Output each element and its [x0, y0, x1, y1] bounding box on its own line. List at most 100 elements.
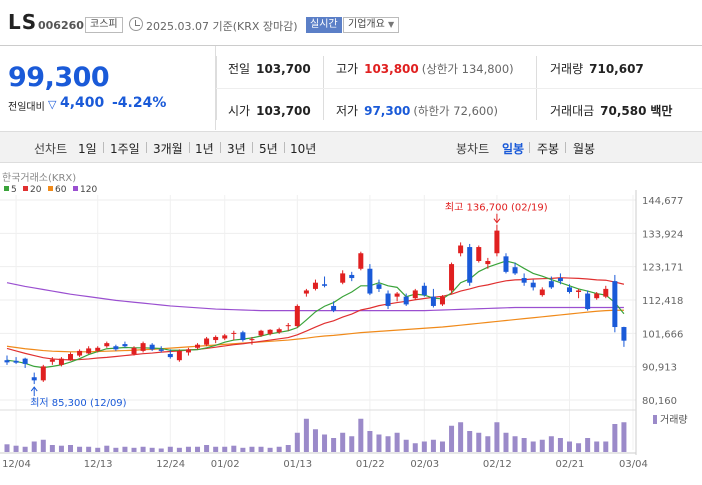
- volume-bar: [22, 446, 28, 452]
- company-info-label: 기업개요: [348, 19, 385, 30]
- legend-label: 20: [30, 185, 42, 195]
- volume-bar: [140, 446, 146, 452]
- candle-body: [49, 359, 55, 362]
- volume-bar: [566, 441, 572, 452]
- candle-body: [167, 353, 173, 358]
- candle-body: [231, 332, 237, 334]
- volume-label: 거래량: [550, 62, 584, 76]
- volume-bar: [49, 445, 55, 452]
- candle-body: [594, 293, 600, 299]
- volume-bar: [104, 445, 110, 452]
- range-3y[interactable]: 3년: [227, 142, 246, 156]
- candle-body: [122, 344, 128, 347]
- candle-body: [449, 264, 455, 291]
- volume-bar: [467, 431, 473, 452]
- volume-bar: [149, 447, 155, 452]
- company-info-dropdown[interactable]: 기업개요 ▼: [343, 17, 400, 33]
- chart-axes: 144,677 133,924 123,171 112,418 101,666 90,91…: [2, 196, 683, 470]
- legend-swatch: [73, 186, 78, 191]
- divider: [565, 142, 566, 153]
- stock-chart: 144,677 133,924 123,171 112,418 101,666 90,91…: [0, 165, 702, 485]
- candle-body: [503, 256, 509, 272]
- tab-weekly[interactable]: 주봉: [537, 142, 560, 156]
- candle-body: [113, 346, 119, 350]
- candle-body: [612, 281, 618, 328]
- tab-monthly[interactable]: 월봉: [573, 142, 596, 156]
- volume-bar: [204, 445, 210, 452]
- candle-body: [476, 247, 482, 261]
- y-tick-label: 144,677: [642, 196, 683, 207]
- volume-bar: [439, 441, 445, 452]
- volume-bar: [158, 448, 164, 452]
- candlestick-chart: 144,677 133,924 123,171 112,418 101,666 90,91…: [0, 172, 688, 470]
- market-badge: 코스피: [85, 17, 123, 33]
- candle-body: [312, 282, 318, 289]
- realtime-button[interactable]: 실시간: [306, 17, 342, 33]
- volume-bar: [31, 441, 37, 452]
- candle-body: [4, 360, 10, 363]
- volume-bar: [385, 436, 391, 452]
- candle-body: [439, 296, 445, 305]
- candle-body: [412, 290, 418, 299]
- candle-body: [267, 329, 273, 334]
- candle-body: [322, 284, 328, 286]
- range-1w[interactable]: 1주일: [110, 142, 140, 156]
- candle-body: [31, 377, 37, 381]
- volume-bar: [585, 438, 591, 452]
- down-arrow-icon: ▽: [48, 98, 57, 111]
- volume-bar: [548, 436, 554, 452]
- line-chart-label[interactable]: 선차트: [34, 142, 68, 156]
- low-value: 97,300: [364, 104, 411, 118]
- range-5y[interactable]: 5년: [259, 142, 278, 156]
- candles: [4, 224, 627, 385]
- chart-legend: 5 20 60 120: [4, 185, 97, 195]
- candle-body: [358, 253, 364, 269]
- ma120-line: [6, 282, 624, 312]
- high: 고가 103,800 (상한가 134,800): [336, 60, 514, 77]
- open: 시가 103,700: [228, 102, 311, 119]
- x-tick-label: 02/03: [410, 459, 439, 470]
- trading-value-unit: 백만: [650, 104, 673, 118]
- stock-header: LS 006260 코스피 2025.03.07 기준(KRX 장마감) 실시간…: [0, 0, 702, 46]
- candle-body: [421, 285, 427, 296]
- y-tick-label: 101,666: [642, 329, 683, 340]
- candle-body: [140, 343, 146, 351]
- candle-body: [213, 336, 219, 341]
- row-divider: [216, 88, 702, 89]
- divider: [252, 142, 253, 153]
- range-3m[interactable]: 3개월: [153, 142, 183, 156]
- volume-bar: [113, 447, 119, 452]
- range-10y[interactable]: 10년: [290, 142, 317, 156]
- stock-code: 006260: [38, 19, 84, 32]
- volume-bar: [122, 446, 128, 452]
- range-1d[interactable]: 1일: [78, 142, 97, 156]
- candle-body: [285, 325, 291, 327]
- candle-body: [303, 290, 309, 294]
- y-tick-label: 112,418: [642, 296, 683, 307]
- volume-bar: [449, 425, 455, 452]
- volume-bar: [249, 446, 255, 452]
- ma60-line: [6, 309, 624, 353]
- upper-limit: (상한가 134,800): [421, 62, 514, 76]
- candle-body: [512, 267, 518, 274]
- tab-daily[interactable]: 일봉: [502, 142, 525, 156]
- candle-chart-label[interactable]: 봉차트: [456, 142, 490, 156]
- x-tick-label: 12/24: [156, 459, 185, 470]
- volume-bar: [494, 422, 500, 452]
- volume-bar: [231, 445, 237, 452]
- x-tick-label: 12/13: [84, 459, 113, 470]
- volume-bar: [403, 439, 409, 452]
- candle-body: [95, 347, 101, 351]
- x-tick-label: 12/04: [2, 459, 31, 470]
- candle-body: [548, 281, 554, 288]
- open-value: 103,700: [256, 104, 311, 118]
- range-1y[interactable]: 1년: [195, 142, 214, 156]
- legend-swatch: [48, 186, 53, 191]
- chart-toolbar: 선차트 1일 1주일 3개월 1년 3년 5년 10년 봉차트 일봉 주봉 월봉: [0, 131, 702, 163]
- trading-value-value: 70,580: [600, 104, 647, 118]
- candle-body: [566, 287, 572, 292]
- divider: [220, 142, 221, 153]
- low: 저가 97,300 (하한가 72,600): [336, 102, 498, 119]
- x-tick-label: 02/21: [555, 459, 584, 470]
- candle-body: [86, 348, 92, 354]
